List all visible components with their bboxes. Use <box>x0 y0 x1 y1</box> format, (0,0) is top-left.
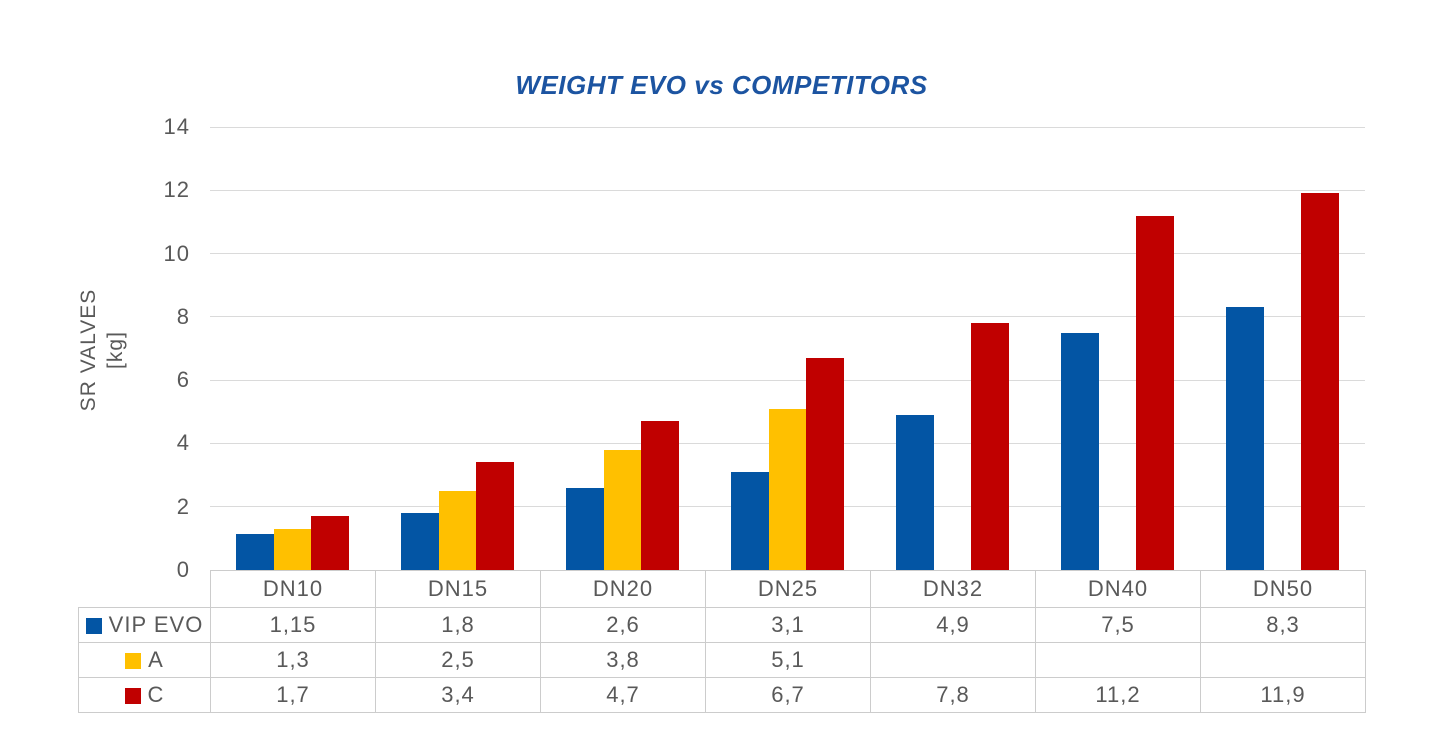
table-category-header-dn15: DN15 <box>375 570 541 608</box>
bar-c-dn20 <box>641 421 679 570</box>
table-value-cell: 5,1 <box>705 642 871 678</box>
bar-c-dn32 <box>971 323 1009 570</box>
table-category-header-dn50: DN50 <box>1200 570 1366 608</box>
data-table: DN10 DN15 DN20 DN25 DN32 DN40 DN50 VIP EVO 1,15 1… <box>78 570 1366 713</box>
table-value-cell: 3,1 <box>705 607 871 643</box>
bar-vip-evo-dn50 <box>1226 307 1264 570</box>
y-tick-label-2: 2 <box>176 493 190 519</box>
legend-label: C <box>147 682 165 707</box>
bar-vip-evo-dn20 <box>566 487 604 570</box>
gridline-6 <box>210 379 1365 381</box>
legend-cell-a: A <box>78 642 211 678</box>
legend-cell-vip-evo: VIP EVO <box>78 607 211 643</box>
bar-vip-evo-dn40 <box>1061 332 1099 570</box>
table-corner-blank-cell <box>79 571 211 608</box>
gridline-10 <box>210 253 1365 255</box>
y-tick-label-0: 0 <box>176 557 190 582</box>
y-tick-label-4: 4 <box>176 430 190 456</box>
legend-swatch-icon <box>85 618 102 634</box>
legend-cell-c: C <box>78 677 211 713</box>
table-value-cell <box>1200 642 1366 678</box>
table-category-header-dn25: DN25 <box>705 570 871 608</box>
table-value-cell: 2,5 <box>375 642 541 678</box>
chart-title: WEIGHT EVO vs COMPETITORS <box>515 70 928 100</box>
gridline-12 <box>210 189 1365 191</box>
legend-label: A <box>148 647 164 672</box>
legend-swatch-icon <box>125 653 142 669</box>
table-row-c: C 1,7 3,4 4,7 6,7 7,8 11,2 11,9 <box>78 677 1366 713</box>
gridline-8 <box>210 316 1365 318</box>
y-axis-title-line1: SR VALVES <box>77 288 100 412</box>
bar-a-dn10 <box>273 528 312 570</box>
table-row-vip-evo: VIP EVO 1,15 1,8 2,6 3,1 4,9 7,5 8,3 <box>78 607 1366 643</box>
table-value-cell: 4,7 <box>540 677 706 713</box>
table-value-cell: 7,5 <box>1035 607 1201 643</box>
table-value-cell: 1,7 <box>210 677 376 713</box>
table-value-cell: 11,2 <box>1035 677 1201 713</box>
gridline-14 <box>210 126 1365 128</box>
legend-label: VIP EVO <box>108 612 204 637</box>
table-value-cell: 3,4 <box>375 677 541 713</box>
legend-swatch-icon <box>124 688 141 704</box>
bar-c-dn25 <box>806 358 844 570</box>
bar-c-dn40 <box>1136 215 1174 570</box>
table-value-cell <box>1035 642 1201 678</box>
y-tick-label-14: 14 <box>163 114 190 139</box>
table-value-cell: 1,8 <box>375 607 541 643</box>
table-value-cell: 1,15 <box>210 607 376 643</box>
bar-vip-evo-dn32 <box>896 414 934 570</box>
bar-vip-evo-dn25 <box>731 471 769 570</box>
bar-c-dn10 <box>311 516 349 570</box>
y-tick-label-8: 8 <box>176 303 190 329</box>
table-value-cell: 4,9 <box>870 607 1036 643</box>
bar-vip-evo-dn10 <box>236 533 274 570</box>
table-row-a: A 1,3 2,5 3,8 5,1 <box>78 642 1366 678</box>
table-category-header-dn40: DN40 <box>1035 570 1201 608</box>
table-value-cell: 11,9 <box>1200 677 1366 713</box>
table-value-cell: 1,3 <box>210 642 376 678</box>
bar-vip-evo-dn15 <box>401 513 439 570</box>
bar-a-dn25 <box>768 408 807 570</box>
bar-c-dn15 <box>476 462 514 570</box>
bar-a-dn20 <box>603 449 642 570</box>
table-category-header-dn32: DN32 <box>870 570 1036 608</box>
table-category-header-dn20: DN20 <box>540 570 706 608</box>
bar-c-dn50 <box>1301 193 1339 570</box>
table-value-cell: 8,3 <box>1200 607 1366 643</box>
table-value-cell: 6,7 <box>705 677 871 713</box>
plot-area <box>210 126 1365 570</box>
table-value-cell <box>870 642 1036 678</box>
y-tick-label-6: 6 <box>176 367 190 393</box>
table-value-cell: 2,6 <box>540 607 706 643</box>
table-category-header-dn10: DN10 <box>210 570 376 608</box>
table-value-cell: 3,8 <box>540 642 706 678</box>
y-tick-label-10: 10 <box>163 240 190 266</box>
bar-a-dn15 <box>438 490 477 570</box>
table-value-cell: 7,8 <box>870 677 1036 713</box>
y-tick-label-12: 12 <box>163 177 190 203</box>
